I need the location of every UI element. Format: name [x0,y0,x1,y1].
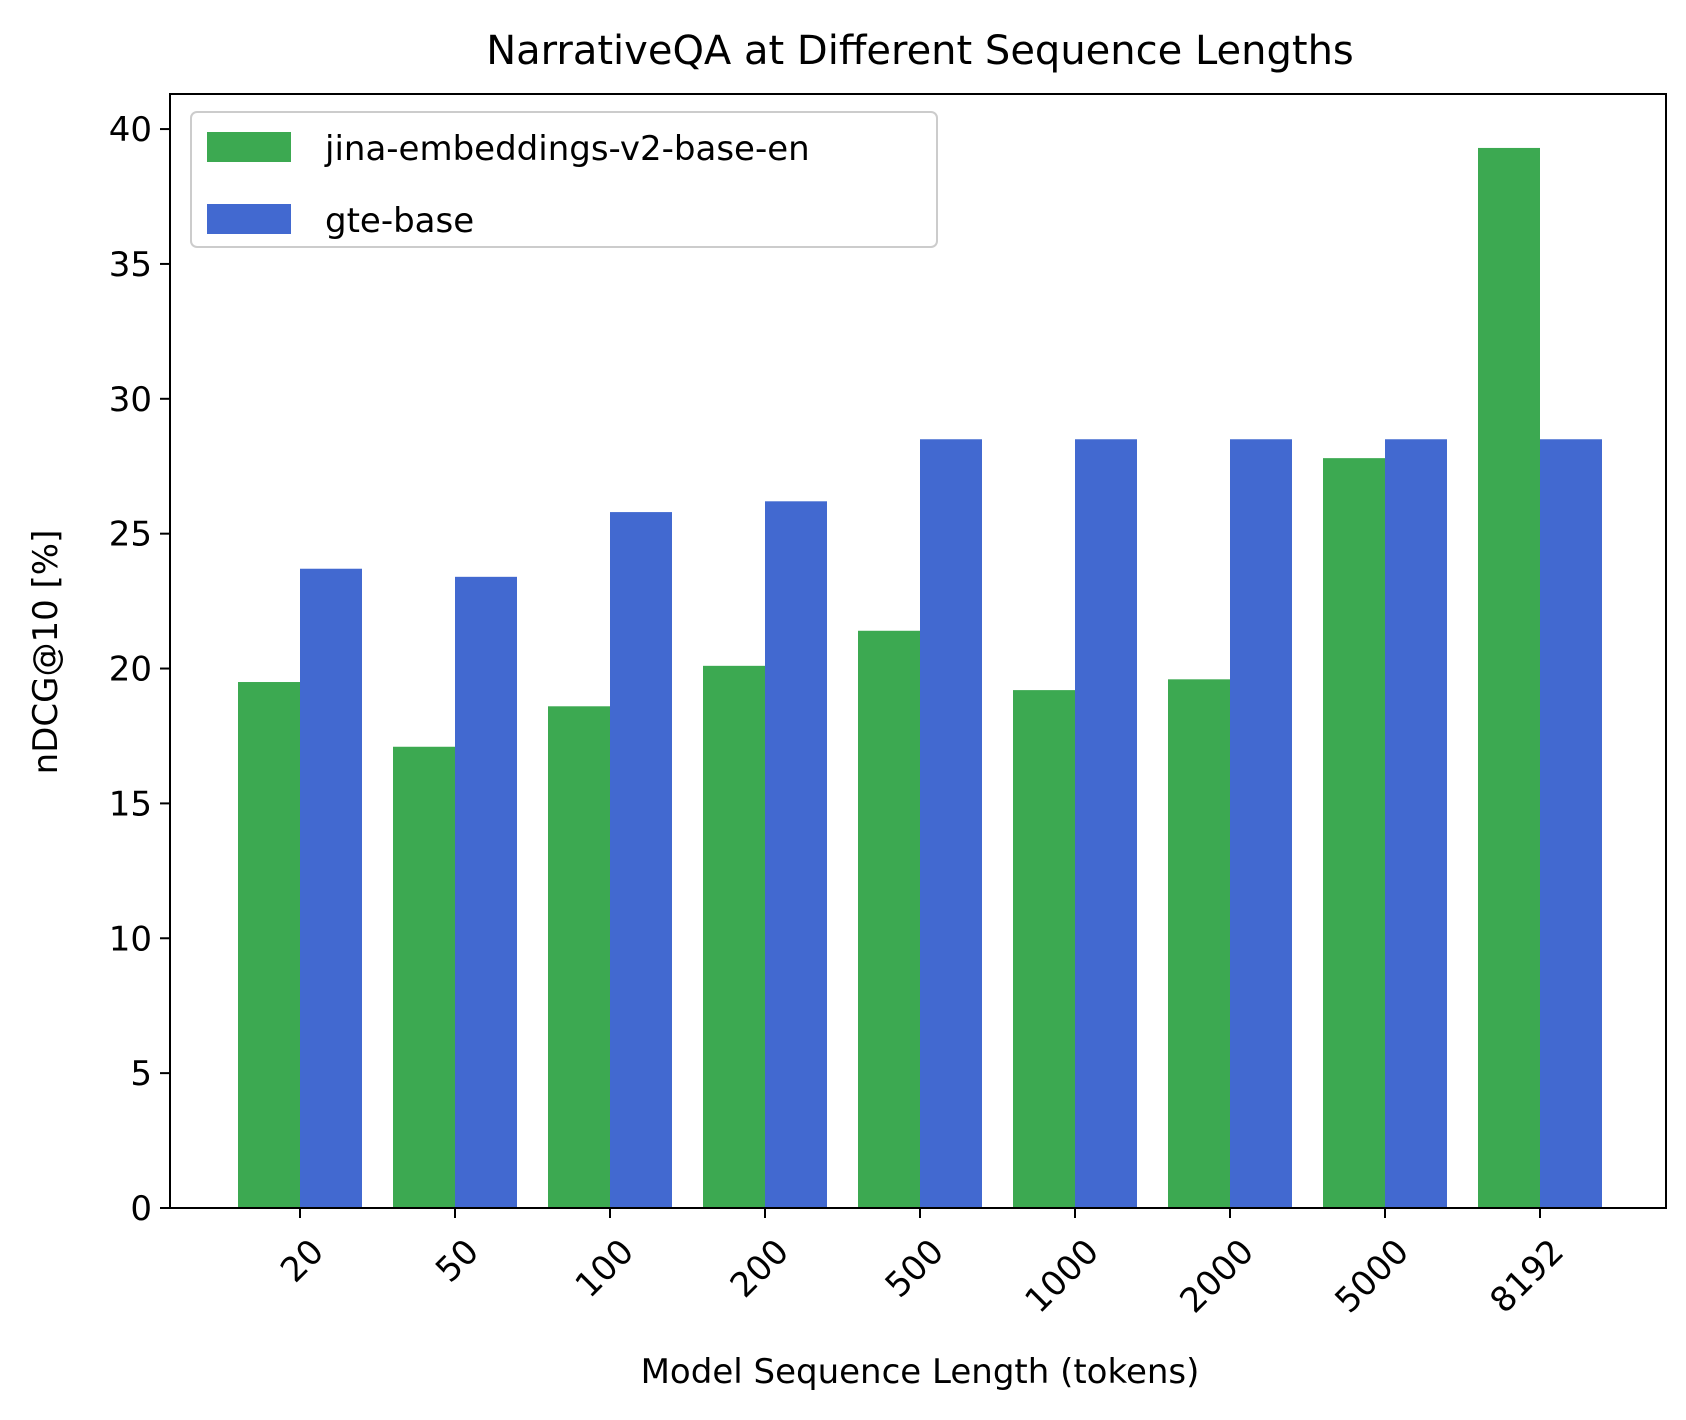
y-tick-label: 0 [130,1189,152,1229]
y-tick-label: 25 [109,515,152,555]
bar-jina-2000 [1168,679,1230,1208]
bar-jina-20 [238,682,300,1208]
bar-gte-200 [765,501,827,1208]
x-tick-label: 200 [723,1232,797,1306]
bar-gte-1000 [1075,439,1137,1208]
bar-jina-1000 [1013,690,1075,1208]
y-tick-label: 35 [109,245,152,285]
plot-frame [169,93,1667,1209]
bar-gte-8192 [1540,439,1602,1208]
x-tick-label: 1000 [1017,1232,1106,1321]
chart-title: NarrativeQA at Different Sequence Length… [486,28,1354,74]
y-tick-label: 10 [109,919,152,959]
y-tick-label: 40 [109,110,152,150]
bar-gte-50 [455,576,517,1208]
legend-label-jina: jina-embeddings-v2-base-en [324,129,810,169]
bar-jina-500 [858,630,920,1208]
bar-gte-5000 [1385,439,1447,1208]
bar-jina-8192 [1478,147,1540,1208]
x-tick-label: 8192 [1482,1232,1571,1321]
bar-gte-20 [300,568,362,1208]
bar-gte-100 [610,512,672,1208]
y-tick-label: 5 [130,1054,152,1094]
x-tick-label: 500 [878,1232,952,1306]
bar-jina-100 [548,706,610,1208]
bar-jina-5000 [1323,458,1385,1208]
legend-swatch-jina [207,132,291,162]
x-tick-label: 100 [568,1232,642,1306]
y-tick-label: 20 [109,650,152,690]
x-axis-title: Model Sequence Length (tokens) [641,1352,1200,1392]
y-tick-label: 15 [109,784,152,824]
legend-label-gte: gte-base [325,201,474,241]
bar-gte-2000 [1230,439,1292,1208]
bar-gte-500 [920,439,982,1208]
y-tick-label: 30 [109,380,152,420]
x-tick-label: 20 [273,1232,332,1291]
bar-jina-200 [703,665,765,1208]
x-tick-label: 5000 [1327,1232,1416,1321]
bar-jina-50 [393,746,455,1208]
x-tick-label: 50 [428,1232,487,1291]
legend: jina-embeddings-v2-base-en gte-base [190,111,938,248]
legend-swatch-gte [207,204,291,234]
y-axis-title: nDCG@10 [%] [26,530,66,775]
bars-layer [238,147,1602,1208]
x-tick-label: 2000 [1172,1232,1261,1321]
legend-box [190,111,938,248]
